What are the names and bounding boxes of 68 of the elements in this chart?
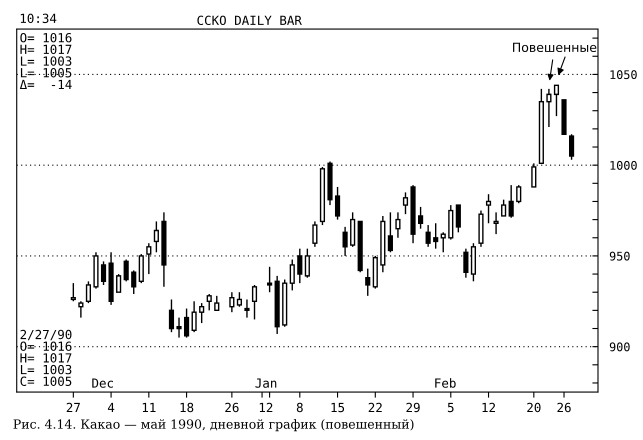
- candlestick: [433, 222, 438, 250]
- candlestick: [334, 186, 340, 220]
- x-tick-label: 11: [142, 402, 156, 412]
- candlestick: [116, 273, 122, 293]
- candlestick: [395, 212, 401, 238]
- candlestick: [168, 298, 174, 333]
- annotation: O= 1016 H= 1017 L= 1003 L= 1005 Δ= -14: [20, 32, 72, 89]
- x-tick-label: 18: [180, 402, 194, 412]
- candlestick: [236, 292, 242, 308]
- candlestick: [131, 270, 136, 295]
- candlestick: [184, 308, 190, 338]
- text: 10:34: [20, 14, 56, 24]
- candlestick: [426, 224, 431, 248]
- x-tick-label: 22: [368, 402, 382, 412]
- text: Рис. 4.14. Какао — май 1990, дневной график (повешенный): [14, 419, 414, 432]
- x-tick-label: 20: [527, 402, 541, 412]
- candlestick: [486, 194, 492, 224]
- candlestick: [229, 292, 234, 313]
- candlestick: [388, 212, 393, 253]
- candlestick: [214, 295, 220, 312]
- x-tick-label: 27: [66, 402, 80, 412]
- candlestick: [568, 134, 574, 160]
- candlestick: [501, 198, 506, 217]
- candlestick: [244, 298, 250, 318]
- chart-title: CCKO DAILY BAR: [197, 16, 302, 26]
- y-tick-label: 1000: [610, 160, 637, 170]
- annotation: Feb: [435, 378, 456, 388]
- candlestick: [440, 232, 446, 253]
- x-tick-label: 2: [266, 402, 272, 412]
- x-tick-label: 29: [406, 402, 420, 412]
- annotation: Jan: [255, 378, 276, 388]
- candlestick: [70, 282, 76, 302]
- x-tick-label: 15: [332, 402, 344, 412]
- x-tick-label: 4: [108, 402, 114, 412]
- candlestick: [312, 220, 318, 248]
- candlestick: [554, 84, 560, 117]
- x-tick-label: 8: [296, 402, 303, 412]
- candlestick: [206, 293, 212, 312]
- candlestick: [124, 258, 129, 282]
- candlestick: [199, 302, 204, 324]
- y-tick-label: 950: [610, 252, 630, 261]
- x-tick-label: 5: [448, 402, 454, 412]
- candlestick: [290, 258, 295, 292]
- candlestick: [154, 220, 159, 253]
- annotation: Повешенные: [513, 42, 596, 52]
- candlestick: [508, 184, 514, 218]
- candlestick: [252, 284, 258, 320]
- candlestick: [365, 268, 370, 297]
- x-tick-label: 12: [482, 402, 495, 412]
- candlestick: [100, 260, 106, 286]
- candlestick: [267, 266, 272, 293]
- x-tick-label: 1: [260, 402, 265, 412]
- candlestick: [493, 212, 499, 235]
- candlestick: [516, 184, 522, 204]
- y-tick-label: 1050: [610, 70, 637, 80]
- y-tick-label: 900: [610, 342, 630, 352]
- candlestick: [78, 300, 84, 318]
- candlestick: [456, 204, 461, 234]
- annotation: Dec: [92, 378, 113, 388]
- candlestick: [402, 192, 408, 215]
- candlestick: [86, 280, 92, 304]
- candlestick: [546, 88, 552, 128]
- candlestick: [418, 206, 424, 230]
- candlestick: [192, 300, 197, 333]
- x-tick-label: 26: [557, 402, 571, 412]
- x-tick-label: 26: [225, 402, 239, 412]
- annotation: 2/27/90 O= 1016 H= 1017 L= 1003 C= 1005: [20, 330, 72, 386]
- candlestick: [176, 316, 182, 338]
